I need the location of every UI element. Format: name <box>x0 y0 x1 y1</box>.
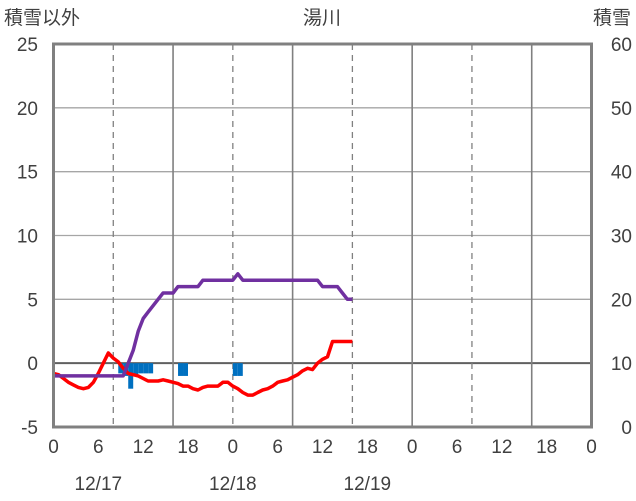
x-tick-label: 0 <box>228 437 239 458</box>
x-tick-label: 6 <box>272 437 283 458</box>
x-tick-label: 6 <box>452 437 463 458</box>
left-tick-labels: 25 20 15 10 5 0 -5 <box>17 35 38 439</box>
series-line-0 <box>53 339 353 397</box>
x-tick-label: 12 <box>133 437 154 458</box>
left-tick-label: 10 <box>17 227 38 248</box>
x-tick-label: 0 <box>407 437 418 458</box>
x-tick-label: 18 <box>536 437 557 458</box>
right-tick-labels: 60 50 40 30 20 10 0 <box>611 35 632 439</box>
left-tick-label: 25 <box>17 35 38 56</box>
x-tick-labels: 0 6 12 18 0 6 12 18 0 6 12 18 0 <box>48 437 597 458</box>
x-tick-label: 6 <box>93 437 104 458</box>
left-tick-label: 15 <box>17 163 38 184</box>
bar <box>148 363 154 374</box>
bar <box>178 363 184 376</box>
chart-title: 湯川 <box>303 7 341 29</box>
x-tick-label: 18 <box>177 437 198 458</box>
x-tick-label: 0 <box>586 437 597 458</box>
left-tick-label: -5 <box>21 418 38 439</box>
right-tick-label: 30 <box>611 227 632 248</box>
x-tick-label: 18 <box>357 437 378 458</box>
bar <box>183 363 188 376</box>
right-tick-label: 60 <box>611 35 632 56</box>
line-series <box>53 272 353 397</box>
bar <box>138 363 144 374</box>
bar <box>133 363 139 375</box>
bar <box>232 363 238 376</box>
gridlines <box>53 44 592 427</box>
x-tick-label: 12 <box>312 437 333 458</box>
bar <box>237 363 243 376</box>
bar <box>128 363 134 389</box>
x-tick-label: 0 <box>48 437 59 458</box>
left-tick-label: 20 <box>17 99 38 120</box>
bar <box>118 363 124 374</box>
right-tick-label: 40 <box>611 163 632 184</box>
date-labels: 12/17 12/18 12/19 <box>75 474 392 495</box>
plot-frame <box>52 42 593 429</box>
right-axis-title: 積雪 <box>593 7 631 29</box>
date-label: 12/17 <box>75 474 123 495</box>
date-label: 12/18 <box>209 474 257 495</box>
right-tick-label: 20 <box>611 290 632 311</box>
left-axis-title: 積雪以外 <box>4 7 80 29</box>
series-line-1 <box>53 272 353 378</box>
left-tick-label: 5 <box>27 290 38 311</box>
right-tick-label: 10 <box>611 354 632 375</box>
right-tick-label: 50 <box>611 99 632 120</box>
left-tick-label: 0 <box>27 354 38 375</box>
right-tick-label: 0 <box>621 418 632 439</box>
x-tick-label: 12 <box>491 437 512 458</box>
bar <box>143 363 149 374</box>
date-label: 12/19 <box>344 474 392 495</box>
